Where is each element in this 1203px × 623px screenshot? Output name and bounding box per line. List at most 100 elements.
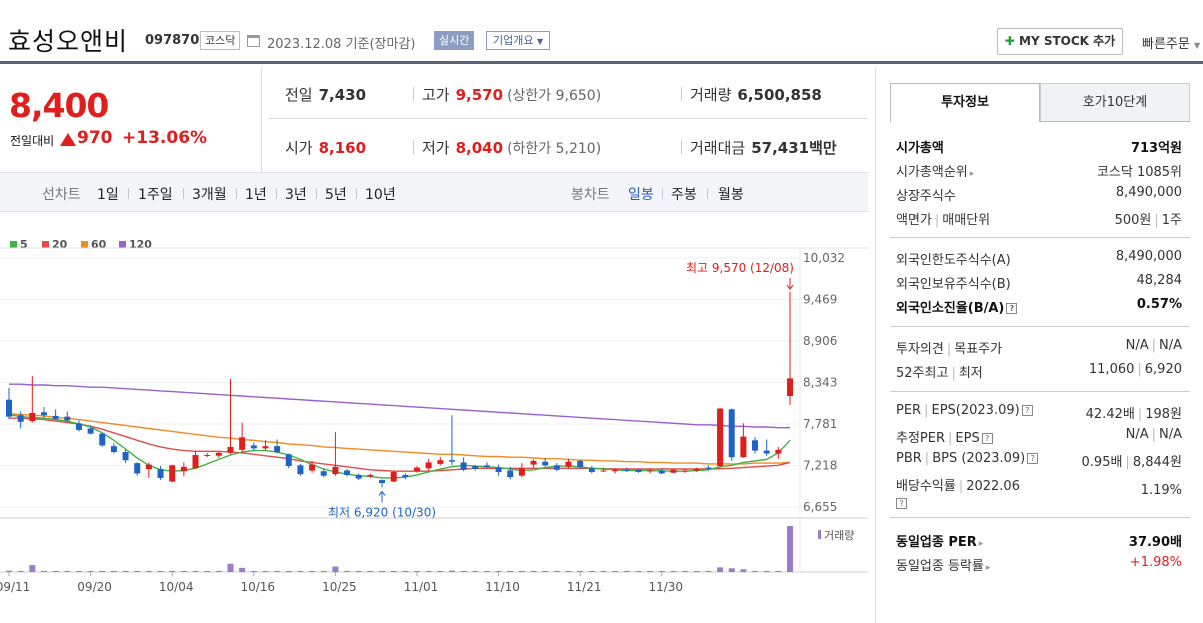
candle-body bbox=[647, 470, 654, 472]
divider bbox=[1040, 121, 1190, 122]
period-3m[interactable]: 3개월 bbox=[192, 187, 227, 203]
candle-weekly[interactable]: 주봉 bbox=[671, 187, 697, 203]
row-value: 0.57% bbox=[1136, 297, 1182, 312]
row-key-wrap: 투자의견 | 목표주가 bbox=[896, 338, 1002, 357]
candle-body bbox=[682, 470, 689, 472]
volume-bar bbox=[40, 571, 47, 572]
volume-bar bbox=[705, 571, 712, 572]
candle-body bbox=[507, 470, 514, 478]
help-icon[interactable]: ? bbox=[1006, 303, 1018, 314]
divider bbox=[128, 188, 129, 199]
row-value-wrap: 42.42배 | 198원 bbox=[1086, 403, 1182, 422]
change-value: 970 bbox=[77, 128, 113, 148]
tab-invest-info[interactable]: 투자정보 bbox=[890, 83, 1040, 122]
upper-limit: (상한가 9,650) bbox=[507, 88, 602, 104]
low-annotation: 최저 6,920 (10/30) bbox=[328, 505, 436, 519]
triangle-right-icon: ▸ bbox=[978, 539, 984, 549]
realtime-button[interactable]: 실시간 bbox=[434, 31, 475, 50]
candle-body bbox=[495, 467, 502, 472]
row-key: PER bbox=[896, 403, 922, 418]
market-badge: 코스닥 bbox=[200, 31, 241, 50]
legend-swatch bbox=[42, 241, 49, 248]
volume-bar bbox=[530, 571, 537, 572]
volume-bar bbox=[763, 571, 770, 572]
row-value: 코스닥 1085위 bbox=[1096, 165, 1182, 180]
volume-bar bbox=[693, 571, 700, 572]
row-key-wrap: 동일업종 등락률 ▸ bbox=[896, 555, 990, 574]
y-tick-label: 8,343 bbox=[803, 376, 837, 390]
row-value2: 1주 bbox=[1161, 213, 1182, 228]
candle-body bbox=[612, 469, 619, 472]
candle-body bbox=[239, 437, 246, 450]
help-icon[interactable]: ? bbox=[981, 433, 993, 444]
row-key2: 매매단위 bbox=[942, 213, 991, 228]
quick-order-button[interactable]: 빠른주문 ▼ bbox=[1142, 33, 1200, 52]
help-icon[interactable]: ? bbox=[1027, 453, 1039, 464]
bar-sep: | bbox=[948, 431, 953, 446]
candle-body bbox=[145, 464, 152, 470]
tab-orderbook[interactable]: 호가10단계 bbox=[1040, 83, 1190, 122]
help-icon[interactable]: ? bbox=[896, 498, 907, 509]
volume-bar bbox=[297, 571, 304, 572]
candle-body bbox=[344, 470, 351, 475]
candle-body bbox=[110, 446, 117, 453]
company-info-dropdown[interactable]: 기업개요 ▼ bbox=[486, 31, 551, 50]
y-tick-label: 8,906 bbox=[803, 334, 837, 348]
stock-code: 097870 bbox=[145, 33, 200, 48]
price-chart[interactable]: 10,032 9,469 8,906 8,343 7,781 7,218 6,655 09/1… bbox=[0, 230, 870, 600]
candle-body bbox=[588, 468, 595, 472]
candle-body bbox=[227, 446, 234, 453]
volume-bar bbox=[588, 571, 595, 572]
period-1d[interactable]: 1일 bbox=[97, 187, 119, 203]
amount-label: 거래대금 bbox=[690, 139, 746, 157]
candle-body bbox=[483, 465, 490, 467]
candle-monthly[interactable]: 월봉 bbox=[718, 187, 744, 203]
row-key-wrap: 외국인소진율(B/A)? bbox=[896, 297, 1018, 316]
volume-bar bbox=[215, 571, 222, 572]
volume-bar bbox=[227, 563, 234, 572]
help-icon[interactable]: ? bbox=[1021, 405, 1033, 416]
lower-limit: (하한가 5,210) bbox=[507, 141, 602, 157]
volume-bar bbox=[413, 571, 420, 572]
volume: 거래량 6,500,858 bbox=[690, 84, 822, 105]
volume-bar bbox=[87, 571, 94, 572]
row-value-wrap: N/A | N/A bbox=[1126, 338, 1182, 353]
divider bbox=[662, 188, 663, 199]
divider bbox=[413, 140, 414, 154]
period-10y[interactable]: 10년 bbox=[365, 187, 396, 203]
row-value: 11,060 bbox=[1088, 362, 1135, 377]
candle-body bbox=[134, 463, 141, 474]
bar-sep: | bbox=[951, 366, 956, 381]
triangle-right-icon: ▸ bbox=[969, 169, 975, 179]
volume-bar bbox=[157, 571, 164, 572]
row-value: 37.90배 bbox=[1128, 535, 1182, 550]
period-3y[interactable]: 3년 bbox=[285, 187, 307, 203]
bar-sep: | bbox=[1151, 427, 1156, 442]
row-value2: 8,844원 bbox=[1132, 455, 1182, 470]
bar-sep: | bbox=[1137, 407, 1143, 422]
row-key: 투자의견 bbox=[896, 342, 944, 357]
ma20-line bbox=[9, 417, 791, 472]
add-mystock-button[interactable]: ✚ MY STOCK 추가 bbox=[997, 28, 1123, 55]
period-5y[interactable]: 5년 bbox=[325, 187, 347, 203]
volume-bar bbox=[728, 568, 735, 572]
divider bbox=[890, 326, 1190, 327]
volume-bar bbox=[192, 571, 199, 572]
volume-bar bbox=[52, 571, 59, 572]
candle-daily[interactable]: 일봉 bbox=[628, 187, 654, 203]
row-key: 상장주식수 bbox=[896, 189, 956, 204]
period-1y[interactable]: 1년 bbox=[245, 187, 267, 203]
volume-bar bbox=[460, 571, 467, 572]
volume-bar bbox=[472, 571, 479, 572]
candle-body bbox=[530, 460, 537, 465]
listed-shares-row: 상장주식수 8,490,000 bbox=[896, 183, 1182, 205]
base-date: 2023.12.08 기준(장마감) bbox=[267, 37, 416, 52]
volume-bar bbox=[169, 571, 176, 572]
candle-body bbox=[472, 466, 479, 470]
candle-body bbox=[309, 464, 316, 471]
dividend-row: 배당수익률 | 2022.06? 1.19% bbox=[896, 473, 1182, 513]
candle-body bbox=[553, 465, 560, 470]
row-key-wrap: PER | EPS(2023.09)? bbox=[896, 403, 1033, 418]
period-1w[interactable]: 1주일 bbox=[138, 187, 173, 203]
volume-bar bbox=[495, 571, 502, 572]
